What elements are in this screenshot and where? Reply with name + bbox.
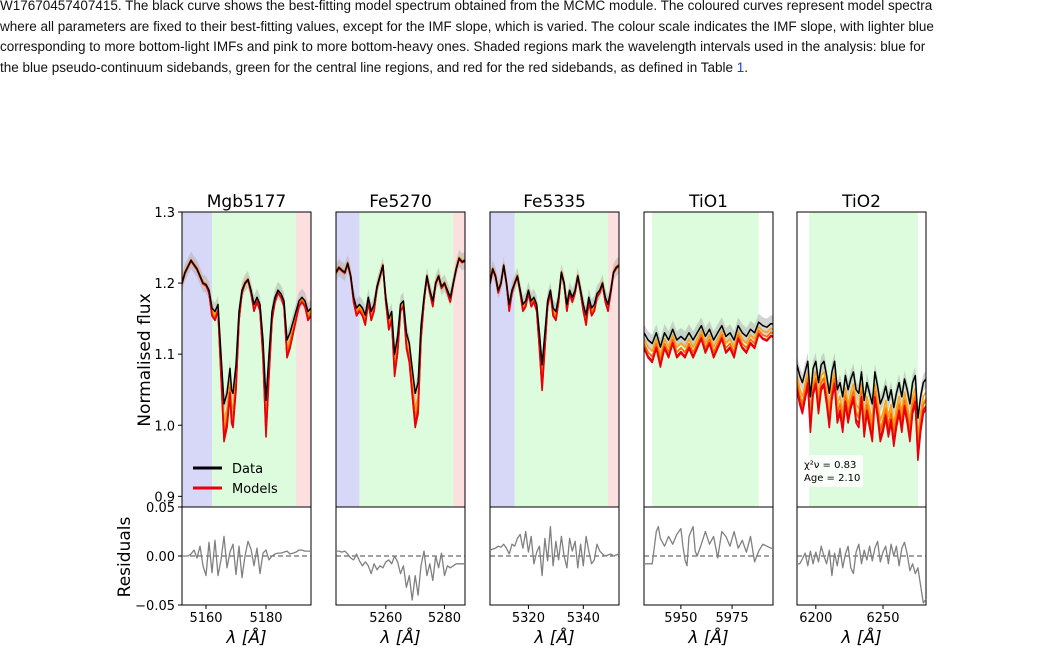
panel-curves [336, 249, 465, 429]
panel-title: TiO1 [688, 192, 728, 212]
residual-curve [489, 525, 620, 577]
fit-annotation-box [801, 455, 863, 487]
blue-band [490, 212, 515, 507]
residual-curve [336, 550, 465, 601]
residual-y-tick-label: 0.00 [146, 550, 175, 565]
panel-title: Mgb5177 [207, 192, 287, 212]
data-curve [797, 360, 926, 419]
blue-band [336, 212, 360, 507]
caption-period: . [744, 59, 749, 75]
data-curve [336, 257, 465, 395]
panel-curves [182, 251, 311, 443]
red-band [296, 212, 311, 507]
x-tick-label: 5950 [664, 611, 697, 626]
panel-curves [644, 313, 773, 368]
caption-line-last: the blue pseudo-continuum sidebands, gre… [0, 58, 1041, 79]
x-tick-label: 5160 [189, 611, 222, 626]
red-band [453, 212, 465, 507]
y-axis-label: Normalised flux [135, 293, 155, 426]
age-label: Age = 2.10 [804, 473, 860, 484]
data-curve [644, 321, 773, 348]
legend-label: Data [232, 462, 263, 477]
x-axis-label: λ [Å] [533, 626, 574, 648]
x-tick-label: 5260 [369, 611, 402, 626]
data-curve [490, 264, 619, 366]
caption-text: the blue pseudo-continuum sidebands, gre… [0, 59, 737, 75]
figure-caption: W17670457407415. The black curve shows t… [0, 0, 1041, 78]
panel-title: Fe5335 [523, 192, 586, 212]
x-tick-label: 5975 [716, 611, 749, 626]
red-band [608, 212, 619, 507]
x-tick-label: 5320 [512, 611, 545, 626]
x-tick-label: 6200 [799, 611, 832, 626]
x-tick-label: 5280 [428, 611, 461, 626]
residual-curve [797, 540, 927, 604]
line-band [359, 212, 454, 507]
panel-title: TiO2 [841, 192, 881, 212]
panel-curves [797, 352, 926, 462]
x-axis-label: λ [Å] [225, 626, 266, 648]
data-curve [182, 259, 311, 405]
model-curve [797, 384, 926, 462]
residual-y-tick-label: −0.05 [135, 599, 175, 614]
residual-curve [644, 525, 773, 567]
legend-label: Models [232, 482, 278, 497]
x-axis-label: λ [Å] [840, 626, 881, 648]
chi-squared-label: χ²ν = 0.83 [804, 460, 856, 471]
x-tick-label: 5340 [567, 611, 600, 626]
y-tick-label: 1.0 [154, 419, 175, 434]
x-tick-label: 6250 [866, 611, 899, 626]
y-tick-label: 1.3 [154, 206, 175, 221]
panel-curves [490, 256, 619, 392]
x-axis-label: λ [Å] [687, 626, 728, 648]
model-curve [644, 333, 773, 368]
line-band [514, 212, 609, 507]
y-tick-label: 1.2 [154, 277, 175, 292]
residual-y-tick-label: 0.05 [146, 501, 175, 516]
y-tick-label: 0.9 [154, 490, 175, 505]
model-curve [644, 329, 773, 362]
line-band [212, 212, 296, 507]
panel-title: Fe5270 [369, 192, 432, 212]
residual-curve [182, 535, 311, 579]
y-tick-label: 1.1 [154, 348, 175, 363]
panel-fe5270: Fe5270 5260 5280 λ [Å] [335, 192, 466, 648]
x-axis-label: λ [Å] [379, 626, 420, 648]
caption-line: corresponding to more bottom-light IMFs … [0, 39, 926, 54]
blue-band [182, 212, 212, 507]
caption-line: where all parameters are fixed to their … [0, 18, 934, 34]
x-tick-label: 5180 [249, 611, 282, 626]
line-band [652, 212, 759, 507]
model-curve [644, 325, 773, 357]
legend: Data Models [193, 462, 278, 497]
caption-line: W17670457407415. The black curve shows t… [0, 0, 933, 13]
table-reference-link[interactable]: 1 [736, 59, 745, 75]
residual-y-axis-label: Residuals [115, 517, 135, 598]
